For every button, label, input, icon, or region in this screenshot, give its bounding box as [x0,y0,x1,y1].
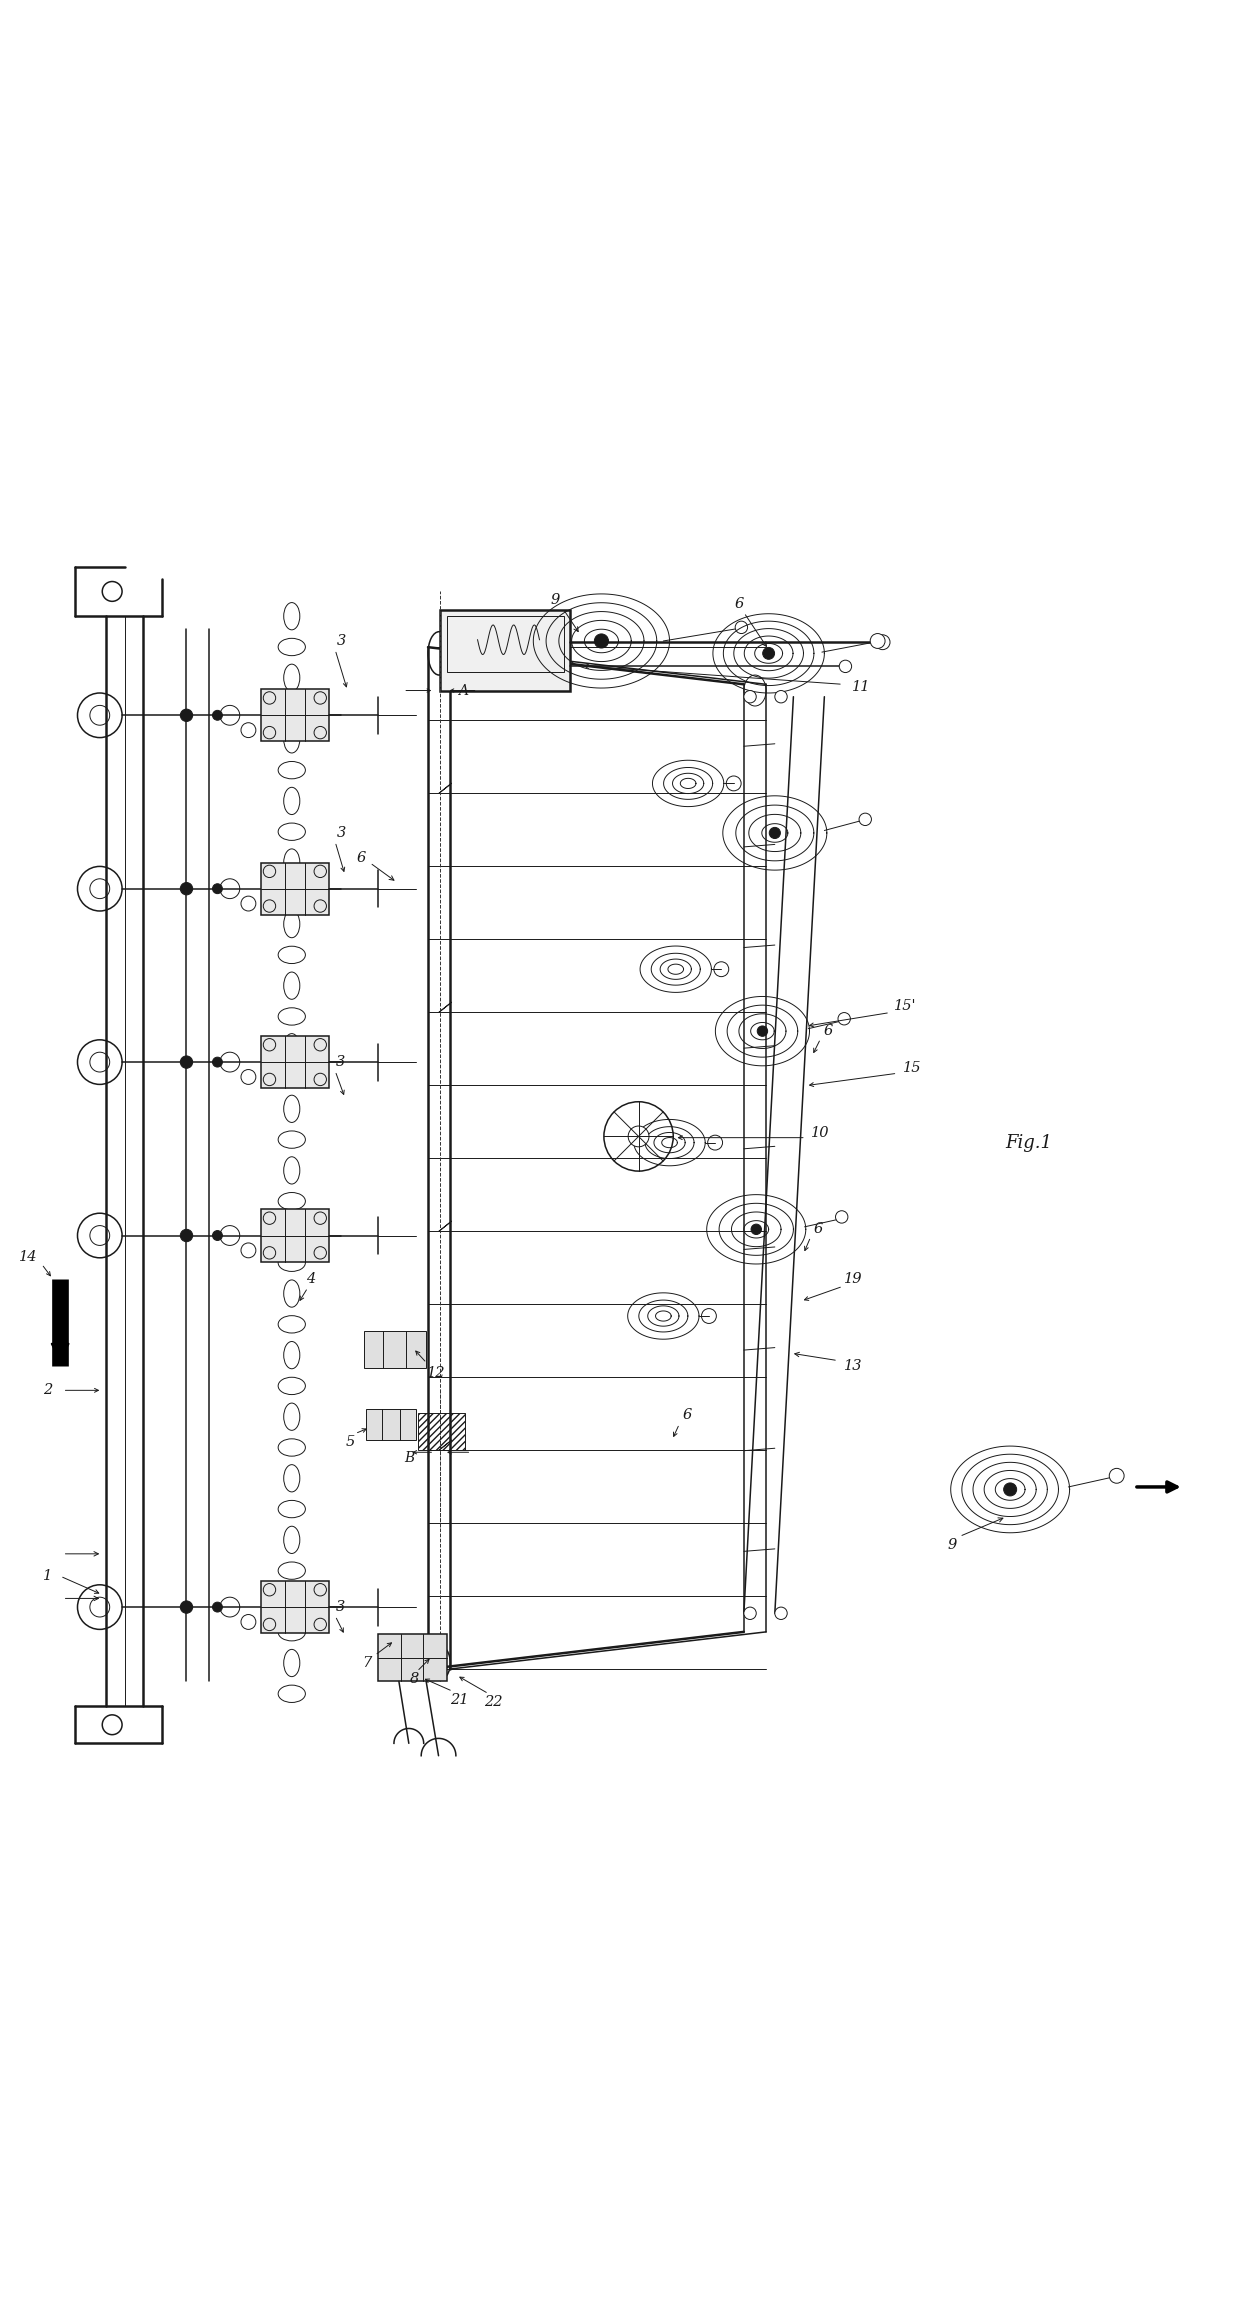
Bar [440,610,570,691]
Text: 19: 19 [843,1273,862,1287]
Text: 3: 3 [337,827,346,841]
Text: 21: 21 [450,1693,469,1707]
Circle shape [735,621,748,633]
Bar [446,617,564,672]
Bar [260,1580,329,1633]
Text: 4: 4 [306,1273,315,1287]
Text: B: B [404,1451,414,1465]
Circle shape [212,885,222,894]
Text: 6: 6 [813,1222,823,1236]
Text: 9: 9 [947,1538,956,1552]
Circle shape [702,1307,717,1324]
Bar [363,1331,425,1368]
Text: 3: 3 [337,633,346,649]
Bar [260,1210,329,1261]
Bar [418,1414,465,1451]
Text: 1: 1 [43,1568,52,1582]
Bar [260,862,329,915]
Text: 14: 14 [19,1250,37,1264]
Circle shape [775,1608,787,1619]
Circle shape [212,1058,222,1067]
Circle shape [769,827,780,839]
Circle shape [744,1608,756,1619]
Circle shape [212,711,222,721]
Circle shape [875,635,890,649]
Text: 5: 5 [346,1435,355,1448]
Circle shape [859,813,872,825]
Text: Fig.1: Fig.1 [1006,1134,1053,1153]
Circle shape [212,1603,222,1612]
Text: 2: 2 [43,1384,52,1398]
Bar [260,688,329,742]
Circle shape [1110,1469,1125,1483]
Text: 3: 3 [336,1056,345,1070]
Circle shape [180,1229,192,1243]
Text: 8: 8 [409,1672,419,1686]
Circle shape [180,709,192,721]
Text: 10: 10 [811,1125,830,1139]
Text: 13: 13 [843,1358,862,1372]
Text: 6: 6 [682,1409,692,1423]
Circle shape [727,776,742,790]
Text: 22: 22 [485,1696,503,1709]
Text: 6: 6 [734,596,744,610]
Circle shape [870,633,885,649]
Circle shape [629,1125,649,1146]
Text: 6: 6 [357,850,366,864]
Circle shape [744,691,756,702]
Bar [260,1037,329,1088]
Circle shape [775,691,787,702]
Circle shape [836,1210,848,1222]
Circle shape [212,1231,222,1240]
Text: A: A [458,684,467,698]
Circle shape [758,1026,768,1037]
Text: 12: 12 [428,1365,446,1379]
Circle shape [1003,1483,1017,1497]
Circle shape [180,1056,192,1067]
Text: 11: 11 [852,679,870,693]
Text: 15: 15 [903,1060,921,1074]
Text: 3: 3 [336,1601,345,1615]
Circle shape [708,1134,723,1150]
Circle shape [180,1601,192,1612]
Bar [366,1409,415,1439]
Bar [378,1635,446,1682]
Circle shape [180,882,192,894]
Text: 6: 6 [823,1023,833,1037]
Circle shape [594,633,609,649]
Text: 7: 7 [362,1656,372,1670]
Circle shape [751,1224,761,1234]
Circle shape [714,961,729,977]
Text: 9: 9 [551,594,560,608]
Circle shape [839,661,852,672]
Circle shape [838,1012,851,1026]
Circle shape [763,647,775,658]
Text: 15': 15' [894,1000,916,1014]
